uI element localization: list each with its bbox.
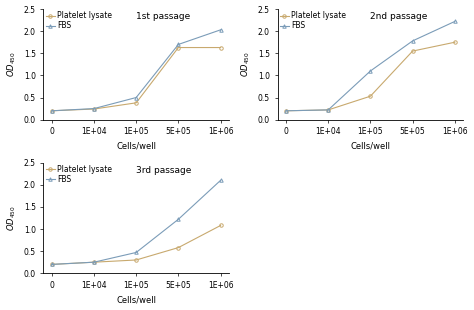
FBS	[133, 250, 139, 254]
Line: FBS: FBS	[50, 28, 222, 113]
FBS	[133, 96, 139, 100]
FBS	[410, 39, 415, 43]
FBS	[91, 107, 97, 110]
Line: Platelet lysate: Platelet lysate	[284, 41, 456, 113]
Platelet lysate	[325, 108, 331, 112]
Line: FBS: FBS	[284, 20, 456, 113]
Text: 3rd passage: 3rd passage	[136, 166, 191, 175]
Platelet lysate	[91, 107, 97, 111]
Platelet lysate	[218, 46, 223, 49]
Platelet lysate	[175, 246, 181, 250]
Y-axis label: OD$_{450}$: OD$_{450}$	[6, 205, 18, 231]
Platelet lysate	[49, 263, 55, 266]
FBS	[175, 217, 181, 221]
Legend: Platelet lysate, FBS: Platelet lysate, FBS	[45, 164, 113, 185]
FBS	[452, 20, 457, 23]
Line: Platelet lysate: Platelet lysate	[50, 224, 222, 266]
FBS	[91, 260, 97, 264]
X-axis label: Cells/well: Cells/well	[350, 142, 391, 151]
Platelet lysate	[91, 260, 97, 264]
Platelet lysate	[218, 224, 223, 227]
FBS	[367, 69, 373, 73]
FBS	[218, 28, 223, 32]
FBS	[218, 179, 223, 182]
Platelet lysate	[133, 258, 139, 262]
Y-axis label: OD$_{450}$: OD$_{450}$	[240, 51, 252, 77]
Line: Platelet lysate: Platelet lysate	[50, 46, 222, 113]
Platelet lysate	[367, 94, 373, 98]
FBS	[283, 109, 289, 113]
Text: 1st passage: 1st passage	[136, 12, 191, 21]
FBS	[49, 263, 55, 266]
Y-axis label: OD$_{450}$: OD$_{450}$	[6, 51, 18, 77]
Platelet lysate	[410, 49, 415, 53]
Legend: Platelet lysate, FBS: Platelet lysate, FBS	[45, 11, 113, 31]
X-axis label: Cells/well: Cells/well	[116, 142, 156, 151]
Platelet lysate	[49, 109, 55, 113]
Platelet lysate	[175, 46, 181, 49]
Platelet lysate	[452, 40, 457, 44]
FBS	[325, 108, 331, 112]
Platelet lysate	[283, 109, 289, 113]
X-axis label: Cells/well: Cells/well	[116, 295, 156, 304]
Platelet lysate	[133, 101, 139, 105]
FBS	[49, 109, 55, 113]
Legend: Platelet lysate, FBS: Platelet lysate, FBS	[279, 11, 347, 31]
Text: 2nd passage: 2nd passage	[370, 12, 428, 21]
Line: FBS: FBS	[50, 179, 222, 266]
FBS	[175, 42, 181, 46]
